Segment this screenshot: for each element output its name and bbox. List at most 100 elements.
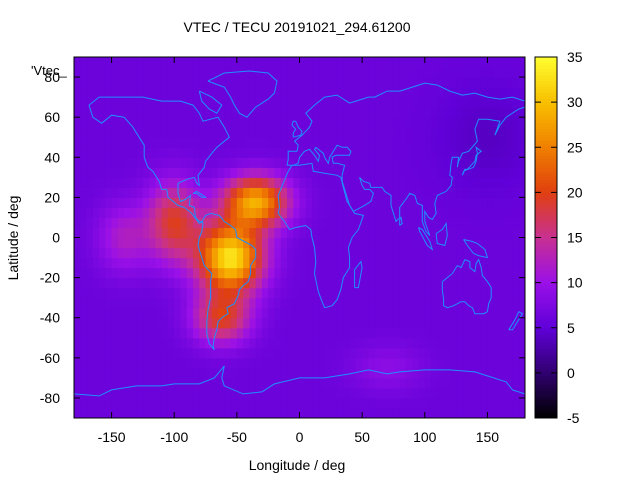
colorbar-swatch xyxy=(535,231,557,235)
heatmap-cell xyxy=(324,87,332,98)
heatmap-cell xyxy=(286,127,294,138)
heatmap-cell xyxy=(355,97,363,108)
heatmap-cell xyxy=(437,137,445,148)
heatmap-cell xyxy=(236,357,244,369)
heatmap-cell xyxy=(186,407,194,418)
heatmap-cell xyxy=(468,97,476,108)
heatmap-cell xyxy=(330,397,338,409)
heatmap-cell xyxy=(180,157,188,168)
heatmap-cell xyxy=(124,87,131,98)
heatmap-cell xyxy=(393,317,401,329)
heatmap-cell xyxy=(418,227,426,239)
heatmap-cell xyxy=(167,317,175,329)
heatmap-cell xyxy=(431,357,438,369)
heatmap-cell xyxy=(474,397,482,409)
heatmap-cell xyxy=(487,57,495,68)
heatmap-cell xyxy=(449,97,457,108)
heatmap-cell xyxy=(349,317,357,329)
heatmap-cell xyxy=(424,217,432,229)
heatmap-cell xyxy=(387,397,395,409)
heatmap-cell xyxy=(249,297,257,309)
heatmap-cell xyxy=(80,207,88,219)
heatmap-cell xyxy=(443,117,451,128)
heatmap-cell xyxy=(343,57,351,68)
heatmap-cell xyxy=(111,77,119,88)
heatmap-cell xyxy=(380,297,388,309)
heatmap-cell xyxy=(343,277,351,289)
heatmap-cell xyxy=(274,217,282,229)
heatmap-cell xyxy=(80,327,88,339)
heatmap-cell xyxy=(293,157,301,168)
heatmap-cell xyxy=(368,217,376,229)
heatmap-cell xyxy=(462,117,470,128)
heatmap-cell xyxy=(186,217,194,229)
heatmap-cell xyxy=(462,407,470,418)
heatmap-cell xyxy=(205,167,213,178)
heatmap-cell xyxy=(261,247,269,259)
heatmap-cell xyxy=(174,307,182,319)
heatmap-cell xyxy=(99,407,106,418)
heatmap-cell xyxy=(105,367,113,379)
heatmap-cell xyxy=(218,77,225,88)
heatmap-cell xyxy=(418,217,426,229)
heatmap-cell xyxy=(349,337,357,349)
heatmap-cell xyxy=(512,367,520,379)
heatmap-cell xyxy=(374,207,382,219)
heatmap-cell xyxy=(142,197,150,209)
heatmap-cell xyxy=(305,207,313,219)
heatmap-cell xyxy=(355,297,363,309)
heatmap-cell xyxy=(506,197,514,209)
heatmap-cell xyxy=(418,247,426,259)
heatmap-cell xyxy=(130,167,138,178)
heatmap-cell xyxy=(218,247,225,259)
heatmap-cell xyxy=(186,77,194,88)
heatmap-cell xyxy=(437,367,445,379)
heatmap-cell xyxy=(324,397,332,409)
heatmap-cells xyxy=(74,57,525,418)
colorbar-swatch xyxy=(535,336,557,341)
heatmap-cell xyxy=(218,227,225,239)
heatmap-cell xyxy=(193,317,200,329)
heatmap-cell xyxy=(86,167,94,178)
heatmap-cell xyxy=(368,157,376,168)
heatmap-cell xyxy=(130,147,138,158)
heatmap-cell xyxy=(487,147,495,158)
heatmap-cell xyxy=(449,317,457,329)
heatmap-cell xyxy=(167,237,175,249)
heatmap-cell xyxy=(405,217,413,229)
heatmap-cell xyxy=(249,367,257,379)
heatmap-cell xyxy=(299,357,307,369)
heatmap-cell xyxy=(424,307,432,319)
heatmap-cell xyxy=(274,107,282,118)
heatmap-cell xyxy=(174,77,182,88)
heatmap-cell xyxy=(493,197,501,209)
heatmap-cell xyxy=(349,157,357,168)
heatmap-cell xyxy=(437,147,445,158)
heatmap-cell xyxy=(80,257,88,269)
heatmap-cell xyxy=(399,317,407,329)
heatmap-cell xyxy=(211,147,219,158)
heatmap-cell xyxy=(155,147,163,158)
heatmap-cell xyxy=(205,257,213,269)
heatmap-cell xyxy=(105,407,113,418)
heatmap-cell xyxy=(142,317,150,329)
heatmap-cell xyxy=(399,247,407,259)
colorbar-swatch xyxy=(535,99,557,103)
heatmap-cell xyxy=(431,397,438,409)
heatmap-cell xyxy=(312,227,319,239)
heatmap-cell xyxy=(355,357,363,369)
heatmap-cell xyxy=(499,347,507,359)
heatmap-cell xyxy=(211,277,219,289)
heatmap-cell xyxy=(324,267,332,279)
heatmap-cell xyxy=(236,227,244,239)
heatmap-cell xyxy=(249,77,257,88)
heatmap-cell xyxy=(274,67,282,78)
heatmap-cell xyxy=(174,337,182,349)
heatmap-cell xyxy=(124,117,131,128)
heatmap-cell xyxy=(86,67,94,78)
heatmap-cell xyxy=(268,287,276,299)
heatmap-cell xyxy=(243,407,250,418)
heatmap-cell xyxy=(255,307,263,319)
heatmap-cell xyxy=(193,167,200,178)
heatmap-cell xyxy=(236,327,244,339)
